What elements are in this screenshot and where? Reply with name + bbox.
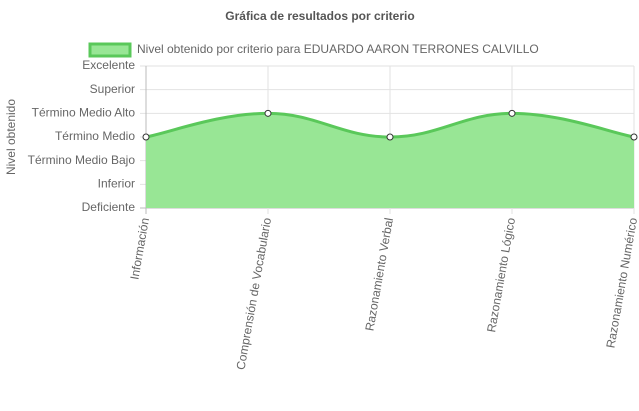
point — [142, 133, 150, 141]
chart-title: Gráfica de resultados por criterio — [225, 9, 414, 23]
x-tick-label: Razonamiento Lógico — [484, 216, 518, 333]
y-tick-label: Término Medio — [55, 129, 135, 143]
legend-label: Nivel obtenido por criterio para EDUARDO… — [137, 42, 539, 56]
y-tick-label: Inferior — [98, 177, 135, 191]
x-tick-label: Comprensión de Vocabulario — [234, 216, 275, 371]
x-tick-label: Información — [127, 217, 152, 281]
point — [264, 109, 272, 117]
point — [508, 109, 516, 117]
y-tick-label: Superior — [90, 82, 135, 96]
y-tick-label: Término Medio Alto — [32, 106, 136, 120]
point — [630, 133, 638, 141]
y-axis-label: Nivel obtenido — [4, 99, 18, 175]
y-tick-label: Término Medio Bajo — [28, 153, 136, 167]
point — [386, 133, 394, 141]
area — [146, 113, 634, 208]
legend-swatch — [88, 42, 132, 58]
x-tick-label: Razonamiento Numérico — [603, 216, 639, 349]
y-tick-label: Excelente — [82, 58, 135, 72]
x-tick-label: Razonamiento Verbal — [362, 217, 396, 332]
y-tick-label: Deficiente — [82, 200, 136, 214]
